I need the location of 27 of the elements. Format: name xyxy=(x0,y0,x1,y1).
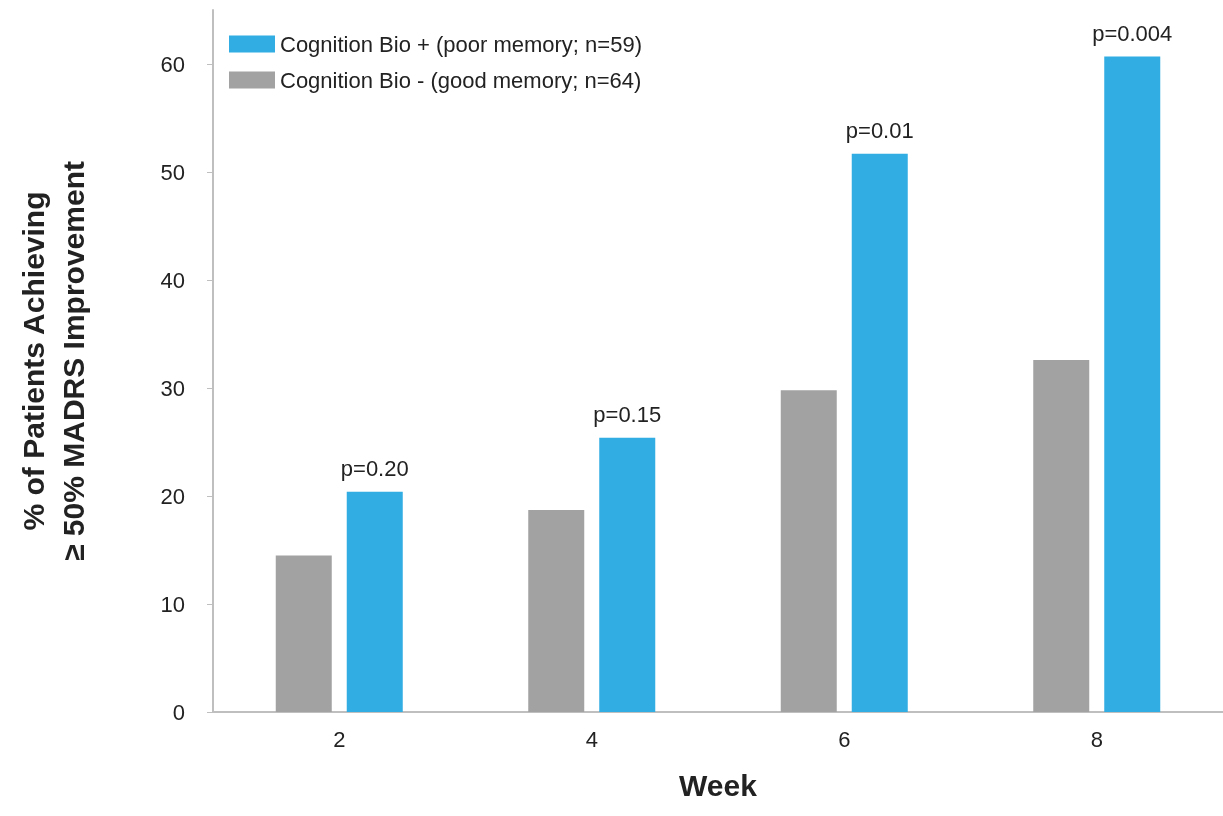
y-tick-label: 60 xyxy=(160,51,185,77)
annotation: p=0.004 xyxy=(1092,20,1173,46)
bar xyxy=(780,390,837,712)
bar xyxy=(851,153,908,712)
y-axis-title: % of Patients Achieving ≥ 50% MADRS Improvement xyxy=(16,161,90,561)
bar xyxy=(1104,56,1161,712)
y-tick-label: 40 xyxy=(160,267,185,293)
x-tick-label: 4 xyxy=(585,726,598,752)
bar xyxy=(599,437,656,712)
x-axis-title: Week xyxy=(679,768,758,802)
x-tick-label: 6 xyxy=(838,726,851,752)
annotation: p=0.01 xyxy=(845,118,914,144)
x-tick-label: 8 xyxy=(1090,726,1103,752)
bar xyxy=(346,491,403,712)
y-tick-label: 0 xyxy=(172,699,185,725)
legend-label: Cognition Bio - (good memory; n=64) xyxy=(280,67,642,93)
y-tick-label: 30 xyxy=(160,375,185,401)
y-tick-label: 50 xyxy=(160,159,185,185)
y-tick-label: 20 xyxy=(160,483,185,509)
x-tick-label: 2 xyxy=(333,726,346,752)
bar xyxy=(528,510,585,712)
annotation: p=0.15 xyxy=(593,402,662,428)
bar xyxy=(1033,359,1090,712)
annotation: p=0.20 xyxy=(340,456,409,482)
bar xyxy=(275,555,332,712)
y-tick-label: 10 xyxy=(160,591,185,617)
legend-label: Cognition Bio + (poor memory; n=59) xyxy=(280,31,642,57)
